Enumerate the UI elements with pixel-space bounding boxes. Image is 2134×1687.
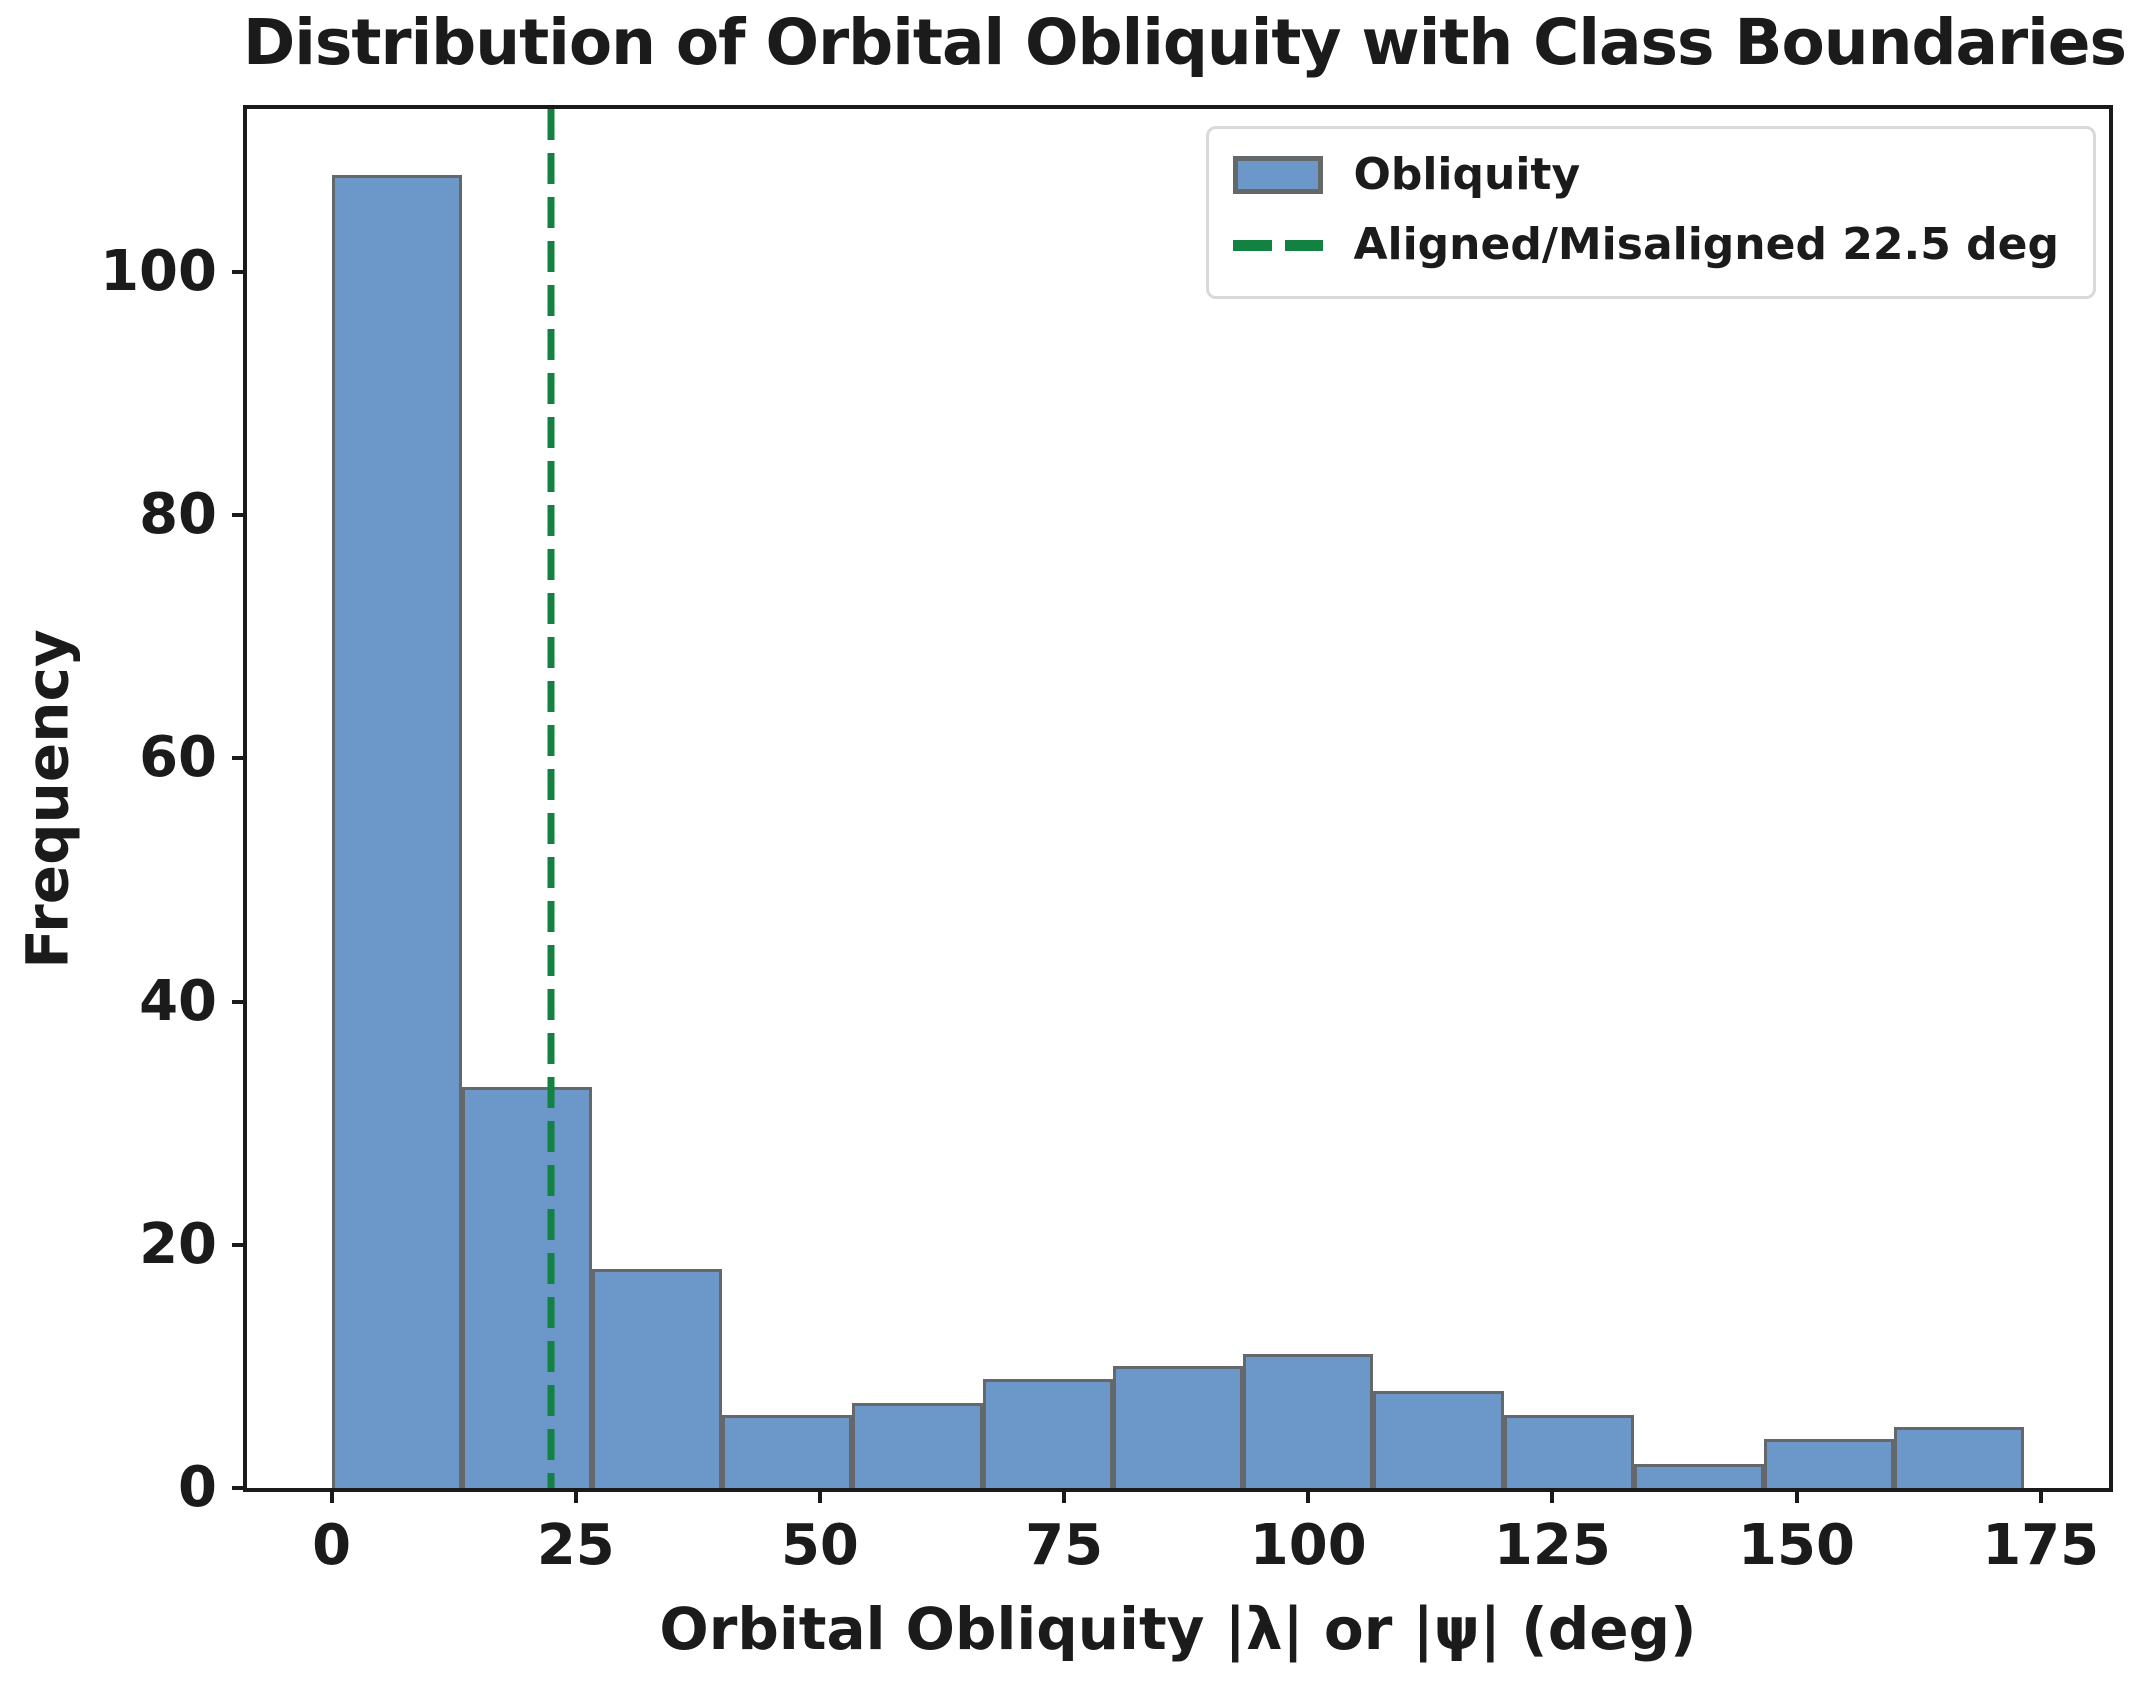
x-tick-label: 175 [1982, 1513, 2100, 1578]
y-tick-label: 100 [100, 238, 217, 304]
histogram-bar [1243, 1354, 1374, 1488]
x-tick-mark [573, 1488, 578, 1503]
x-tick-label: 50 [780, 1513, 859, 1578]
histogram-bar [592, 1269, 723, 1488]
histogram-bar [852, 1402, 983, 1488]
legend-item-obliquity: Obliquity [1233, 149, 2059, 200]
y-tick-mark [232, 513, 247, 518]
y-tick-label: 80 [139, 482, 217, 548]
y-axis-label-text: Frequency [13, 628, 82, 969]
y-axis-label: Frequency [0, 105, 95, 1492]
histogram-bar [1112, 1366, 1244, 1488]
y-tick-mark [232, 756, 247, 761]
legend-item-boundary: Aligned/Misaligned 22.5 deg [1233, 219, 2059, 271]
x-tick-label: 125 [1493, 1513, 1611, 1578]
legend: Obliquity Aligned/Misaligned 22.5 deg [1206, 126, 2096, 299]
histogram-bar [1763, 1439, 1895, 1488]
y-tick-label: 60 [139, 725, 217, 791]
x-tick-mark [1550, 1488, 1555, 1503]
x-tick-label: 75 [1025, 1513, 1104, 1578]
histogram-bar [1503, 1415, 1634, 1488]
x-tick-mark [1306, 1488, 1311, 1503]
y-tick-label: 40 [139, 968, 217, 1034]
x-tick-mark [1062, 1488, 1067, 1503]
x-tick-mark [2038, 1488, 2043, 1503]
y-tick-label: 0 [178, 1455, 217, 1520]
class-boundary-line [547, 109, 555, 1488]
y-tick-label: 20 [139, 1211, 217, 1277]
histogram-bar [461, 1086, 593, 1488]
x-tick-label: 100 [1249, 1513, 1367, 1578]
histogram-bar [982, 1378, 1113, 1488]
histogram-bar [1373, 1390, 1504, 1488]
y-tick-mark [232, 1486, 247, 1490]
histogram-swatch [1233, 156, 1324, 195]
y-tick-mark [232, 999, 247, 1004]
legend-label-boundary: Aligned/Misaligned 22.5 deg [1353, 219, 2059, 271]
x-tick-label: 150 [1738, 1513, 1855, 1578]
y-tick-mark [232, 269, 247, 274]
histogram-bar [1633, 1463, 1764, 1488]
dashed-line-swatch [1233, 240, 1324, 252]
x-tick-mark [329, 1488, 334, 1503]
x-tick-mark [1794, 1488, 1799, 1503]
legend-label-obliquity: Obliquity [1353, 149, 1581, 200]
histogram-bar [722, 1415, 853, 1488]
x-axis-label: Orbital Obliquity |λ| or |ψ| (deg) [659, 1595, 1697, 1663]
chart-title: Distribution of Orbital Obliquity with C… [243, 6, 2127, 79]
histogram-bar [1894, 1427, 2025, 1488]
histogram-bar [331, 174, 462, 1488]
x-tick-label: 25 [536, 1513, 615, 1578]
y-tick-mark [232, 1242, 247, 1247]
plot-area: Obliquity Aligned/Misaligned 22.5 deg 0 2… [100, 105, 2113, 1574]
x-tick-mark [817, 1488, 822, 1503]
x-tick-label: 0 [312, 1513, 352, 1578]
